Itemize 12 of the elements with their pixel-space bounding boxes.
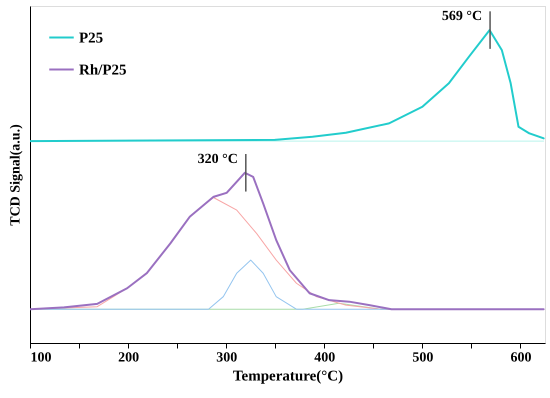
legend-label: Rh/P25 xyxy=(79,62,127,78)
x-tick-label: 100 xyxy=(30,350,52,366)
legend-label: P25 xyxy=(79,30,104,46)
y-axis-title: TCD Signal(a.u.) xyxy=(8,124,24,226)
annotation: 320 °C xyxy=(198,152,238,167)
x-tick-label: 400 xyxy=(314,350,336,366)
x-tick-label: 500 xyxy=(412,350,434,366)
x-tick-label: 200 xyxy=(118,350,140,366)
x-tick-label: 600 xyxy=(510,350,532,366)
annotation: 569 °C xyxy=(442,9,482,24)
x-tick-label: 300 xyxy=(216,350,238,366)
x-axis-title: Temperature(°C) xyxy=(232,368,344,384)
